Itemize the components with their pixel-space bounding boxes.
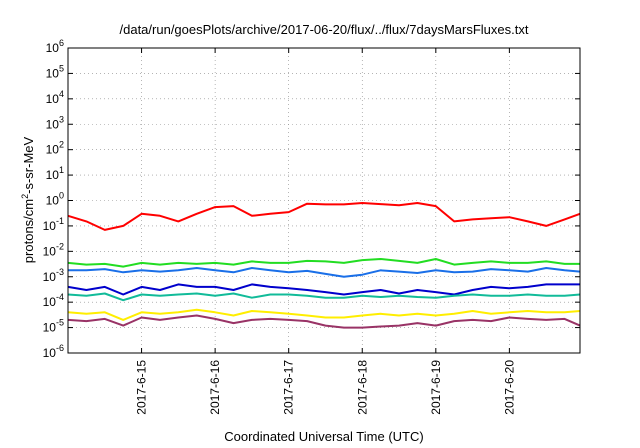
y-tick-label: 103	[46, 114, 64, 131]
y-tick-label: 104	[46, 89, 64, 106]
series-lines	[67, 202, 581, 329]
x-tick-label: 2017-6-19	[429, 360, 443, 415]
y-tick-label: 10-4	[43, 292, 64, 309]
y-axis-label: protons/cm2-s-sr-MeV	[20, 136, 36, 263]
x-tick-label: 2017-6-16	[208, 360, 222, 415]
series-line-6	[67, 308, 581, 321]
y-tick-label: 101	[46, 165, 64, 182]
y-tick-label: 106	[46, 38, 64, 55]
x-axis-ticks: 2017-6-15 2017-6-16 2017-6-17 2017-6-18 2017…	[135, 48, 516, 415]
y-tick-label: 102	[46, 140, 64, 157]
series-line-7	[67, 314, 581, 329]
y-tick-label: 10-5	[43, 318, 64, 335]
chart-title: /data/run/goesPlots/archive/2017-06-20/f…	[120, 22, 529, 37]
x-tick-label: 2017-6-20	[502, 360, 516, 415]
x-tick-label: 2017-6-17	[282, 360, 296, 415]
y-tick-label: 10-2	[43, 241, 64, 258]
y-tick-label: 105	[46, 63, 64, 80]
grid	[68, 48, 580, 353]
y-tick-label: 10-1	[43, 216, 64, 233]
series-line-3	[68, 267, 581, 278]
series-line-2	[67, 258, 580, 268]
y-tick-label: 100	[46, 191, 64, 208]
series-line-1	[67, 202, 581, 231]
series-line-4	[67, 283, 580, 296]
y-tick-label: 10-6	[43, 343, 64, 360]
x-axis-label: Coordinated Universal Time (UTC)	[224, 429, 423, 444]
series-line-5	[67, 292, 581, 302]
y-axis-ticks: 10-6 10-5 10-4 10-3 10-2 10-1 100 101 102 103 104 1…	[43, 38, 580, 360]
x-tick-label: 2017-6-15	[135, 360, 149, 415]
y-tick-label: 10-3	[43, 267, 64, 284]
x-tick-label: 2017-6-18	[355, 360, 369, 415]
